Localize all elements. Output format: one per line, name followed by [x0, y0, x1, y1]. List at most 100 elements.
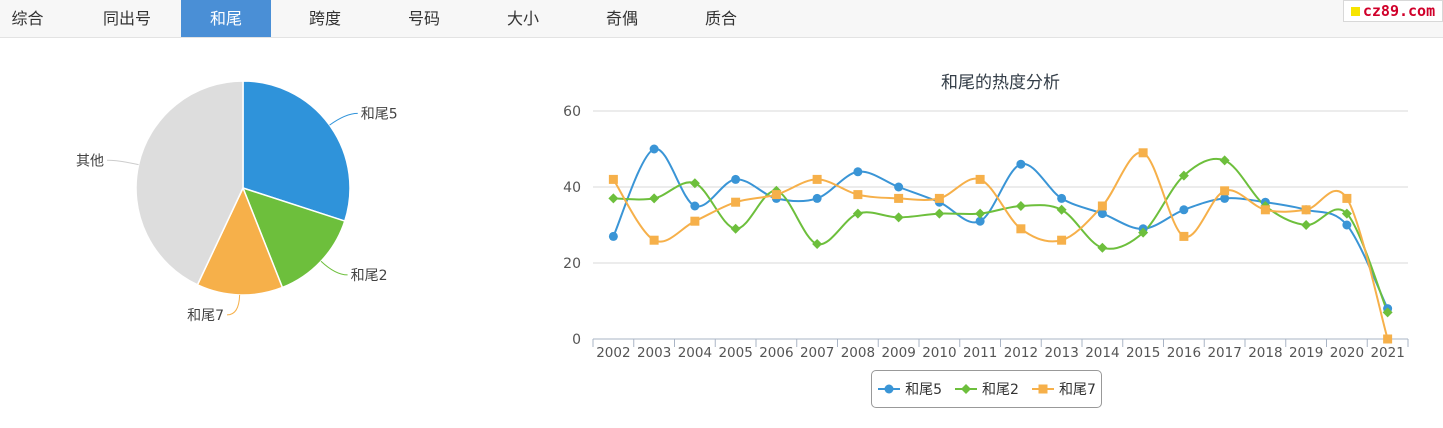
tab-sum-tail[interactable]: 和尾 — [181, 0, 271, 37]
series-1-point-3[interactable] — [730, 223, 741, 234]
series-2-point-3[interactable] — [731, 197, 741, 207]
x-tick-label-14: 2016 — [1167, 345, 1201, 361]
tab-odd-even[interactable]: 奇偶 — [605, 9, 638, 28]
tab-big-small[interactable]: 大小 — [506, 9, 539, 28]
series-1-point-14[interactable] — [1178, 170, 1189, 181]
pie-connector-2 — [226, 294, 241, 316]
series-0-point-15[interactable] — [1220, 193, 1230, 203]
series-2-point-17[interactable] — [1301, 205, 1311, 215]
series-2-point-6[interactable] — [853, 190, 863, 200]
series-2-point-5[interactable] — [812, 174, 822, 184]
series-0-point-0[interactable] — [608, 231, 618, 241]
tab-span[interactable]: 跨度 — [308, 9, 341, 28]
series-2-point-2[interactable] — [690, 216, 700, 226]
series-2-point-0[interactable] — [608, 174, 618, 184]
series-line-2 — [612, 151, 1389, 340]
tab-same-draw[interactable]: 同出号 — [102, 9, 151, 28]
tab-prime-composite[interactable]: 质合 — [704, 9, 737, 28]
line-chart: 和尾的热度分析 0 20 40 60 2002 2003 2004 2005 2006 2007 20… — [563, 73, 1409, 361]
pie-label-2: 和尾7 — [187, 308, 224, 324]
series-0-point-6[interactable] — [853, 167, 863, 177]
series-1-point-9[interactable] — [975, 208, 986, 219]
series-0-point-7[interactable] — [894, 182, 904, 192]
series-2-point-15[interactable] — [1220, 186, 1230, 196]
series-1-point-2[interactable] — [689, 178, 700, 189]
series-1-point-18[interactable] — [1341, 208, 1352, 219]
legend-item-2[interactable]: 和尾7 — [1031, 379, 1096, 399]
x-tick-label-0: 2002 — [596, 345, 630, 361]
pie-slice-1[interactable] — [241, 186, 346, 289]
pie-label-1: 和尾2 — [351, 268, 388, 284]
x-tick-label-2: 2004 — [678, 345, 712, 361]
pie-connector-0 — [329, 112, 358, 126]
series-0-point-10[interactable] — [1016, 159, 1026, 169]
legend-item-0[interactable]: 和尾5 — [877, 379, 942, 399]
pie-connector-3 — [107, 159, 139, 166]
x-tick-label-5: 2007 — [800, 345, 834, 361]
series-1-point-10[interactable] — [1015, 201, 1026, 211]
series-1-point-8[interactable] — [934, 208, 945, 219]
series-0-point-3[interactable] — [731, 174, 741, 184]
series-2-point-13[interactable] — [1138, 148, 1148, 158]
x-tick-label-12: 2014 — [1085, 345, 1119, 361]
pie-slice-3[interactable] — [135, 80, 244, 286]
series-2-point-18[interactable] — [1342, 193, 1352, 203]
series-1-point-11[interactable] — [1056, 204, 1067, 215]
series-0-point-5[interactable] — [812, 193, 822, 203]
pie-slice-2[interactable] — [196, 186, 284, 296]
series-2-point-16[interactable] — [1260, 205, 1270, 215]
x-tick-label-13: 2015 — [1126, 345, 1160, 361]
series-0-point-2[interactable] — [690, 201, 700, 211]
x-tick-label-15: 2017 — [1207, 345, 1241, 361]
series-2-point-19[interactable] — [1383, 334, 1393, 344]
circle-marker-icon — [878, 384, 901, 394]
pie-label-3: 其他 — [76, 153, 104, 169]
series-1-point-6[interactable] — [852, 208, 863, 219]
y-tick-label-1: 20 — [563, 256, 581, 272]
series-1-point-5[interactable] — [812, 239, 823, 249]
series-0-point-9[interactable] — [975, 216, 985, 226]
series-2-point-7[interactable] — [894, 193, 904, 203]
series-0-point-11[interactable] — [1057, 193, 1067, 203]
series-1-point-12[interactable] — [1097, 242, 1108, 253]
series-1-point-1[interactable] — [649, 193, 660, 204]
series-1-point-13[interactable] — [1138, 227, 1149, 238]
series-0-point-12[interactable] — [1097, 209, 1107, 219]
series-1-point-17[interactable] — [1301, 220, 1312, 230]
series-1-point-19[interactable] — [1382, 307, 1393, 318]
series-2-point-4[interactable] — [771, 190, 781, 200]
chart-title: 和尾的热度分析 — [941, 73, 1060, 93]
legend-label-2: 和尾7 — [1058, 382, 1096, 398]
legend-item-1[interactable]: 和尾2 — [954, 379, 1019, 399]
x-tick-label-19: 2021 — [1370, 345, 1404, 361]
x-tick-label-8: 2010 — [922, 345, 956, 361]
y-tick-label-2: 40 — [563, 180, 581, 196]
series-0-point-18[interactable] — [1342, 220, 1352, 230]
pie-label-0: 和尾5 — [361, 106, 398, 122]
tab-number[interactable]: 号码 — [407, 9, 440, 28]
series-1-point-0[interactable] — [608, 193, 619, 204]
x-tick-label-6: 2008 — [841, 345, 875, 361]
series-2-point-1[interactable] — [649, 235, 659, 245]
series-1-point-15[interactable] — [1219, 155, 1230, 166]
x-tick-label-17: 2019 — [1289, 345, 1323, 361]
series-2-point-8[interactable] — [934, 193, 944, 203]
series-0-point-14[interactable] — [1179, 205, 1189, 215]
series-1-point-7[interactable] — [893, 212, 904, 223]
series-2-point-10[interactable] — [1016, 224, 1026, 234]
y-tick-label-0: 0 — [572, 332, 581, 348]
tab-overview[interactable]: 综合 — [11, 9, 44, 28]
x-tick-label-3: 2005 — [718, 345, 752, 361]
series-2-point-12[interactable] — [1097, 201, 1107, 211]
x-tick-label-11: 2013 — [1044, 345, 1078, 361]
y-tick-label-3: 60 — [563, 104, 581, 120]
series-0-point-1[interactable] — [649, 144, 659, 154]
series-2-point-11[interactable] — [1057, 235, 1067, 245]
site-logo[interactable]: cz89.com — [1343, 0, 1443, 22]
logo-text: cz89.com — [1362, 2, 1436, 20]
diamond-marker-icon — [955, 384, 978, 394]
series-2-point-9[interactable] — [975, 174, 985, 184]
legend-label-0: 和尾5 — [905, 382, 943, 398]
legend-label-1: 和尾2 — [982, 382, 1019, 398]
series-2-point-14[interactable] — [1179, 231, 1189, 241]
